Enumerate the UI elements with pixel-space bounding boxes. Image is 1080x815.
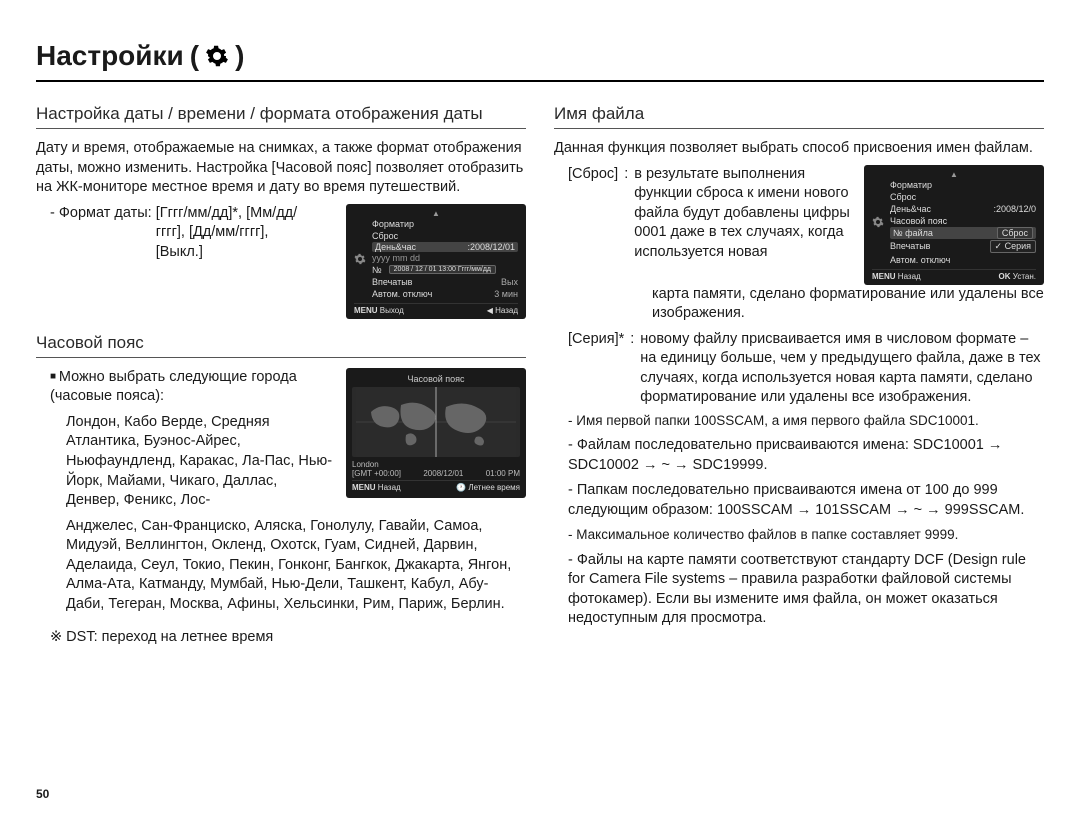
lcd-map-gmt: [GMT +00:00]	[352, 469, 401, 478]
format-values: [Гггг/мм/дд]*, [Мм/дд/гггг], [Дд/мм/гггг…	[156, 204, 306, 263]
section-heading-date: Настройка даты / времени / формата отобр…	[36, 104, 526, 129]
lcd-map-preview: Часовой пояс London [GMT +00:00] 2008/12…	[346, 368, 526, 498]
tz-cities-rest: Анджелес, Сан-Франциско, Аляска, Гонолул…	[36, 517, 526, 615]
tz-bullet-label: Можно выбрать следующие города (часовые …	[50, 369, 297, 405]
page-title-text: Настройки	[36, 40, 184, 72]
gear-icon	[205, 44, 229, 68]
world-map-icon	[352, 387, 520, 457]
filename-note1: - Имя первой папки 100SSCAM, а имя перво…	[554, 412, 1044, 430]
lcd-item: Форматир	[372, 218, 518, 230]
lcd-sel-row: 2008 / 12 / 01 13:00 Гггг/мм/дд	[389, 265, 496, 274]
section-heading-tz: Часовой пояс	[36, 333, 526, 358]
lcd-map-time: 01:00 PM	[486, 469, 520, 478]
section-heading-filename: Имя файла	[554, 104, 1044, 129]
series-label: [Серия]*	[568, 330, 624, 408]
lcd-date-preview: ▲ Форматир Сброс День&час :2008/12/01 yy…	[346, 204, 526, 319]
lcd-item: №	[372, 265, 382, 275]
lcd-bot-left: Выход	[380, 306, 404, 315]
lcd-bot-right: Назад	[495, 306, 518, 315]
page-title: Настройки ( )	[36, 40, 1044, 82]
format-label: - Формат даты:	[50, 204, 152, 263]
lcd-item: Часовой пояс	[890, 215, 1036, 227]
title-close-paren: )	[235, 40, 244, 72]
lcd-map-date: 2008/12/01	[423, 469, 463, 478]
right-column: Имя файла Данная функция позволяет выбра…	[554, 98, 1044, 654]
lcd-item: Впечатыв	[890, 241, 930, 251]
lcd-opt2: ✓ Серия	[990, 240, 1036, 253]
lcd-item: Автом. отключ	[890, 254, 1036, 266]
left-column: Настройка даты / времени / формата отобр…	[36, 98, 526, 654]
lcd-item: Форматир	[890, 179, 1036, 191]
lcd-map-bot-left: Назад	[378, 483, 401, 492]
gear-icon	[354, 218, 368, 300]
lcd-bot-left: Назад	[898, 272, 921, 281]
lcd-item: Автом. отключ	[372, 289, 432, 299]
title-open-paren: (	[190, 40, 199, 72]
colon: :	[624, 165, 628, 263]
lcd-item: Впечатыв	[372, 277, 412, 287]
lcd-item: День&час	[890, 204, 931, 214]
tz-cities-top: Лондон, Кабо Верде, Средняя Атлантика, Б…	[36, 413, 334, 511]
filename-note2: - Файлам последовательно присваиваются и…	[554, 436, 1044, 475]
lcd-map-city: London	[352, 460, 379, 469]
series-text: новому файлу присваивается имя в числово…	[640, 330, 1044, 408]
tz-bullet: Можно выбрать следующие города (часовые …	[36, 368, 334, 407]
lcd-caret-val: 3 мин	[494, 289, 518, 299]
gear-icon	[872, 179, 886, 266]
lcd-map-title: Часовой пояс	[352, 374, 520, 384]
reset-text-top: в результате выполнения функции сброса к…	[634, 165, 852, 263]
date-format-block: - Формат даты: [Гггг/мм/дд]*, [Мм/дд/ггг…	[36, 204, 334, 263]
colon: :	[630, 330, 634, 408]
lcd-item: Сброс	[890, 191, 1036, 203]
lcd-map-bot-right: Летнее время	[468, 483, 520, 492]
page-number: 50	[36, 787, 49, 801]
filename-note4: - Максимальное количество файлов в папке…	[554, 526, 1044, 544]
lcd-opt1: Сброс	[997, 227, 1033, 239]
lcd-item: Сброс	[372, 230, 518, 242]
lcd-side: Вых	[501, 277, 518, 287]
reset-label: [Сброс]	[568, 165, 618, 263]
dst-note: ※ DST: переход на летнее время	[36, 628, 526, 648]
lcd-date-val: :2008/12/01	[467, 242, 515, 252]
lcd-item: № файла	[893, 228, 933, 238]
filename-para: Данная функция позволяет выбрать способ …	[554, 139, 1044, 159]
lcd-bot-right: Устан.	[1013, 272, 1036, 281]
filename-note3: - Папкам последовательно присваиваются и…	[554, 481, 1044, 520]
lcd-item: День&час	[375, 242, 416, 252]
filename-note5: - Файлы на карте памяти соответствуют ст…	[554, 551, 1044, 629]
date-para: Дату и время, отображаемые на снимках, а…	[36, 139, 526, 198]
reset-text-rest: карта памяти, сделано форматирование или…	[554, 285, 1044, 324]
lcd-date-val: :2008/12/0	[993, 204, 1036, 214]
lcd-file-preview: ▲ Форматир Сброс День&час :2008/12/0 Час…	[864, 165, 1044, 285]
lcd-item: yyyy mm dd	[372, 253, 420, 263]
